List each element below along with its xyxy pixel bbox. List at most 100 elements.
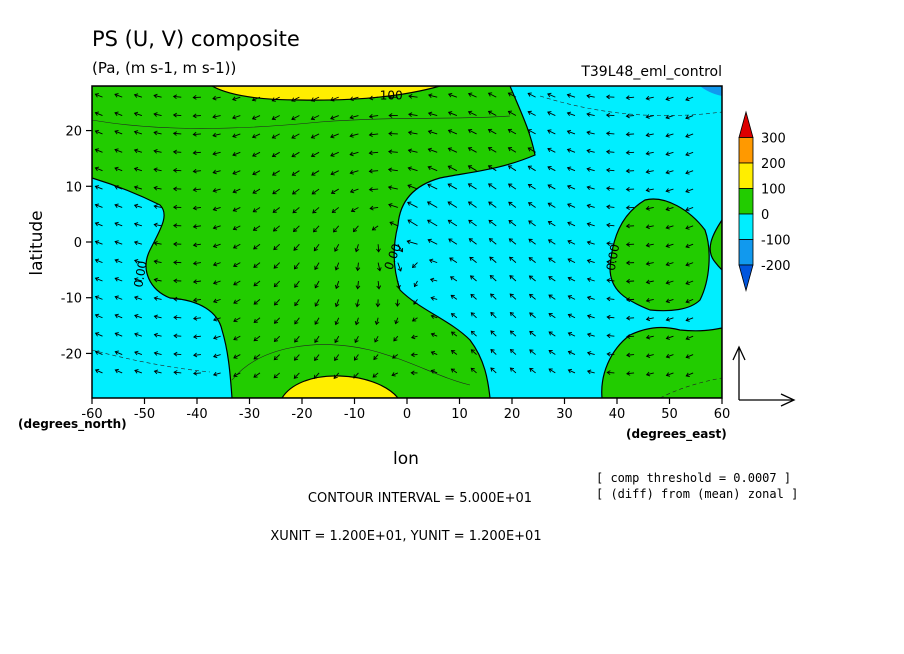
wind-vector-head xyxy=(133,222,139,227)
wind-vector xyxy=(233,354,241,359)
wind-vector-head xyxy=(547,239,553,244)
wind-vector xyxy=(232,188,241,193)
wind-vector-head xyxy=(374,338,379,343)
wind-vector-head xyxy=(508,220,513,225)
wind-vector-head xyxy=(233,336,238,341)
wind-vector xyxy=(489,256,497,263)
wind-vector-head xyxy=(94,368,100,374)
wind-vector-head xyxy=(94,276,100,282)
wind-vector-head xyxy=(626,315,631,321)
wind-vector xyxy=(253,372,261,378)
x-tick-label: -40 xyxy=(186,407,207,422)
wind-vector xyxy=(587,241,595,245)
wind-vector-head xyxy=(447,201,452,206)
wind-vector xyxy=(233,262,241,267)
wind-vector xyxy=(272,133,280,139)
wind-vector-head xyxy=(411,263,417,268)
wind-vector-head xyxy=(586,277,592,282)
wind-vector-head xyxy=(529,293,534,299)
wind-vector-head xyxy=(470,293,475,298)
wind-vector-head xyxy=(212,188,217,193)
wind-vector xyxy=(252,188,261,194)
wind-vector-head xyxy=(334,338,339,344)
wind-vector-head xyxy=(427,111,433,117)
wind-vector xyxy=(468,93,477,98)
wind-vector-head xyxy=(430,369,435,374)
wind-vector-head xyxy=(252,189,257,194)
wind-vector xyxy=(134,278,143,282)
wind-vector xyxy=(468,147,477,153)
wind-vector xyxy=(489,275,497,282)
wind-vector-head xyxy=(467,201,473,206)
wind-vector xyxy=(388,204,398,208)
wind-vector xyxy=(330,133,339,138)
wind-vector xyxy=(232,170,241,175)
y-unit-label: (degrees_north) xyxy=(18,417,127,432)
x-tick-label: 30 xyxy=(556,407,573,422)
wind-vector xyxy=(331,188,339,194)
wind-vector-head xyxy=(193,352,198,358)
wind-vector-head xyxy=(488,201,493,206)
wind-vector-head xyxy=(450,368,456,373)
contour-line-northeast-dashed xyxy=(539,95,722,116)
colorbar-label: 100 xyxy=(761,183,786,198)
wind-vector-head xyxy=(586,148,591,154)
wind-vector-head xyxy=(447,147,453,152)
wind-vector xyxy=(314,335,320,343)
wind-vector-head xyxy=(548,294,553,299)
wind-vector-head xyxy=(665,317,670,322)
wind-vector xyxy=(392,354,399,359)
wind-vector-head xyxy=(548,368,553,373)
wind-vector-head xyxy=(566,166,572,171)
wind-vector xyxy=(272,207,280,213)
wind-vector-head xyxy=(490,348,495,354)
wind-vector xyxy=(468,165,477,172)
wind-vector xyxy=(427,239,438,245)
wind-vector-head xyxy=(114,368,119,374)
wind-vector-head xyxy=(529,312,534,317)
wind-vector xyxy=(291,151,300,157)
wind-vector xyxy=(333,225,340,233)
wind-vector-head xyxy=(606,314,611,320)
wind-vector-head xyxy=(173,333,178,339)
wind-vector-head xyxy=(134,295,139,301)
wind-vector xyxy=(431,333,438,337)
wind-vector-head xyxy=(509,311,514,317)
wind-vector xyxy=(252,133,261,138)
wind-vector-head xyxy=(314,356,319,362)
y-axis-title: latitude xyxy=(27,210,47,275)
wind-vector-head xyxy=(193,315,198,321)
wind-vector-head xyxy=(172,94,178,100)
wind-vector-head xyxy=(314,265,319,271)
wind-vector xyxy=(213,207,221,211)
wind-vector xyxy=(427,201,438,208)
wind-vector-head xyxy=(527,147,532,152)
wind-vector xyxy=(450,294,458,300)
wind-vector-head xyxy=(567,221,572,226)
wind-vector xyxy=(508,183,517,190)
wind-vector-head xyxy=(606,370,611,376)
wind-vector xyxy=(686,354,694,358)
wind-vector-head xyxy=(310,134,316,139)
wind-vector xyxy=(193,115,201,117)
wind-vector xyxy=(665,96,674,100)
wind-vector xyxy=(193,170,201,172)
wind-vector-head xyxy=(94,350,100,355)
wind-vector xyxy=(508,147,517,153)
wind-vector-head xyxy=(133,258,139,264)
wind-vector-head xyxy=(665,188,670,193)
wind-vector-head xyxy=(376,248,381,253)
wind-vector xyxy=(567,130,576,135)
wind-vector xyxy=(232,115,241,119)
wind-vector-head xyxy=(606,351,611,357)
wind-vector-head xyxy=(291,190,297,195)
wind-vector-head xyxy=(625,260,631,266)
wind-vector xyxy=(431,297,438,300)
wind-vector-head xyxy=(567,350,573,355)
wind-vector xyxy=(666,354,674,358)
wind-vector xyxy=(154,352,162,355)
wind-vector xyxy=(548,331,556,337)
wind-vector xyxy=(509,293,517,300)
wind-vector xyxy=(252,115,261,120)
wind-vector-head xyxy=(368,168,373,174)
